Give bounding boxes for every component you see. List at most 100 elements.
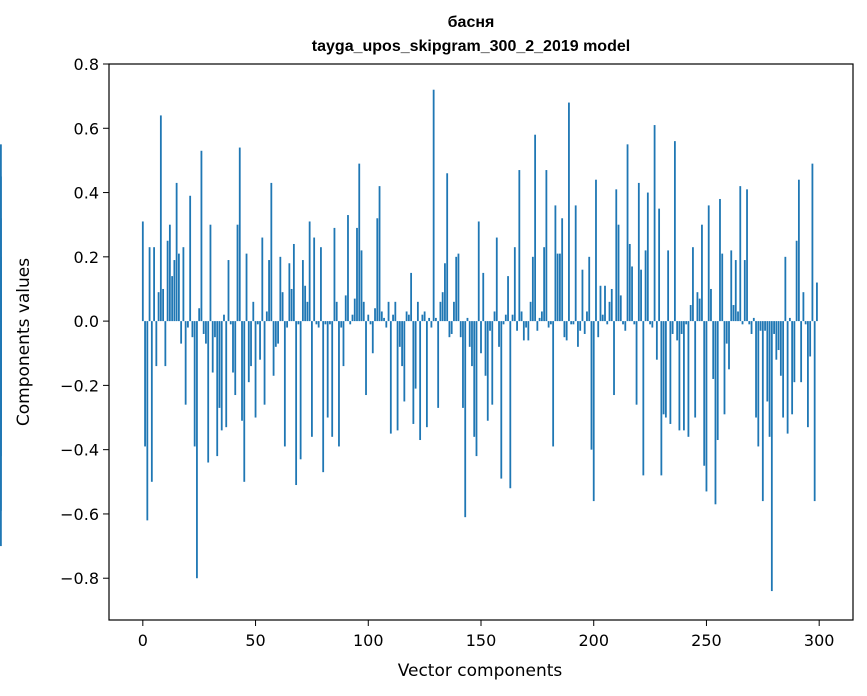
bar-39	[229, 321, 232, 325]
bar-117	[405, 311, 408, 322]
bar-174	[534, 134, 537, 322]
bar-290	[795, 240, 798, 322]
bar-248	[701, 224, 703, 322]
bar-287	[788, 317, 791, 322]
bar-68	[295, 321, 298, 486]
bar-237	[676, 321, 679, 341]
bar-49	[252, 301, 255, 322]
bar-91	[347, 215, 349, 322]
bar-184	[556, 253, 559, 322]
bar-176	[538, 317, 541, 322]
y-tick-label: 0.4	[74, 184, 99, 203]
bar-277	[766, 321, 769, 402]
bar-84	[331, 321, 334, 437]
bar-83	[329, 321, 331, 325]
bar-288	[791, 321, 794, 415]
bar-40	[232, 321, 234, 373]
bar-132	[439, 301, 442, 322]
bar-8	[159, 115, 162, 322]
bar-99	[365, 321, 367, 396]
bar-13	[171, 276, 174, 322]
bar-203	[599, 285, 602, 322]
bar-85	[333, 227, 336, 322]
bar-208	[610, 288, 613, 322]
bar-36	[223, 314, 225, 322]
bar-4	[150, 321, 153, 482]
bar-96	[358, 163, 361, 322]
bar-263	[734, 260, 737, 322]
bar-194	[579, 321, 582, 331]
bar-259	[725, 321, 728, 344]
bar-255	[716, 321, 719, 441]
bar-268	[746, 189, 748, 322]
y-tick-label: −0.8	[60, 569, 99, 588]
bar-187	[563, 321, 566, 338]
bar-267	[743, 260, 746, 322]
bar-82	[326, 321, 329, 418]
bar-149	[477, 221, 480, 322]
bar-186	[561, 218, 564, 322]
bar-235	[671, 321, 674, 334]
bar-76	[313, 237, 316, 322]
bar-60	[277, 321, 279, 344]
bar-264	[737, 311, 739, 322]
y-tick-label: −0.2	[60, 376, 99, 395]
bar-130	[435, 317, 437, 322]
bar-78	[317, 321, 320, 328]
bar-11	[166, 240, 169, 322]
bar-254	[714, 321, 717, 505]
bar-97	[360, 250, 363, 322]
bar-43	[238, 147, 241, 322]
bar-260	[728, 321, 730, 370]
bar-140	[457, 253, 460, 322]
bar-156	[493, 311, 496, 322]
bar-299	[816, 282, 818, 322]
bar-158	[498, 321, 500, 347]
bar-227	[653, 125, 656, 322]
bar-80	[322, 321, 325, 473]
bar-244	[692, 247, 694, 322]
bar-241	[685, 321, 688, 325]
bar-105	[378, 186, 381, 322]
bar-59	[274, 321, 277, 347]
bar-27	[202, 321, 205, 334]
bar-210	[615, 189, 618, 322]
bar-65	[288, 263, 291, 322]
bar-14	[173, 260, 176, 322]
bar-153	[486, 321, 489, 421]
bar-223	[644, 250, 647, 322]
bar-10	[164, 321, 167, 367]
bar-86	[335, 301, 338, 322]
bar-137	[450, 321, 453, 334]
bar-190	[570, 321, 573, 325]
bar-201	[595, 179, 597, 322]
bar-261	[730, 250, 733, 322]
bar-63	[283, 321, 286, 447]
bar-242	[687, 321, 690, 437]
chart-title: басня	[448, 14, 495, 31]
bar-16	[177, 253, 180, 322]
bar-295	[807, 321, 809, 428]
bar-121	[414, 321, 417, 389]
bar-157	[495, 237, 498, 322]
bar-228	[655, 321, 658, 360]
bar-275	[761, 321, 764, 502]
bar-123	[419, 321, 422, 441]
bar-213	[622, 321, 624, 325]
bar-282	[777, 321, 780, 351]
bar-298	[813, 321, 816, 502]
bar-225	[649, 321, 651, 325]
bar-3	[148, 247, 151, 322]
bar-146	[471, 321, 473, 367]
bar-110	[389, 321, 392, 434]
bar-209	[613, 321, 615, 396]
bar-25	[198, 308, 201, 322]
bar-102	[371, 321, 374, 354]
bar-170	[525, 321, 527, 328]
bar-296	[809, 321, 812, 357]
bar-22	[191, 321, 194, 338]
bar-154	[489, 321, 491, 331]
bar-122	[416, 301, 419, 322]
bar-1	[144, 321, 146, 447]
bar-251	[707, 205, 710, 322]
